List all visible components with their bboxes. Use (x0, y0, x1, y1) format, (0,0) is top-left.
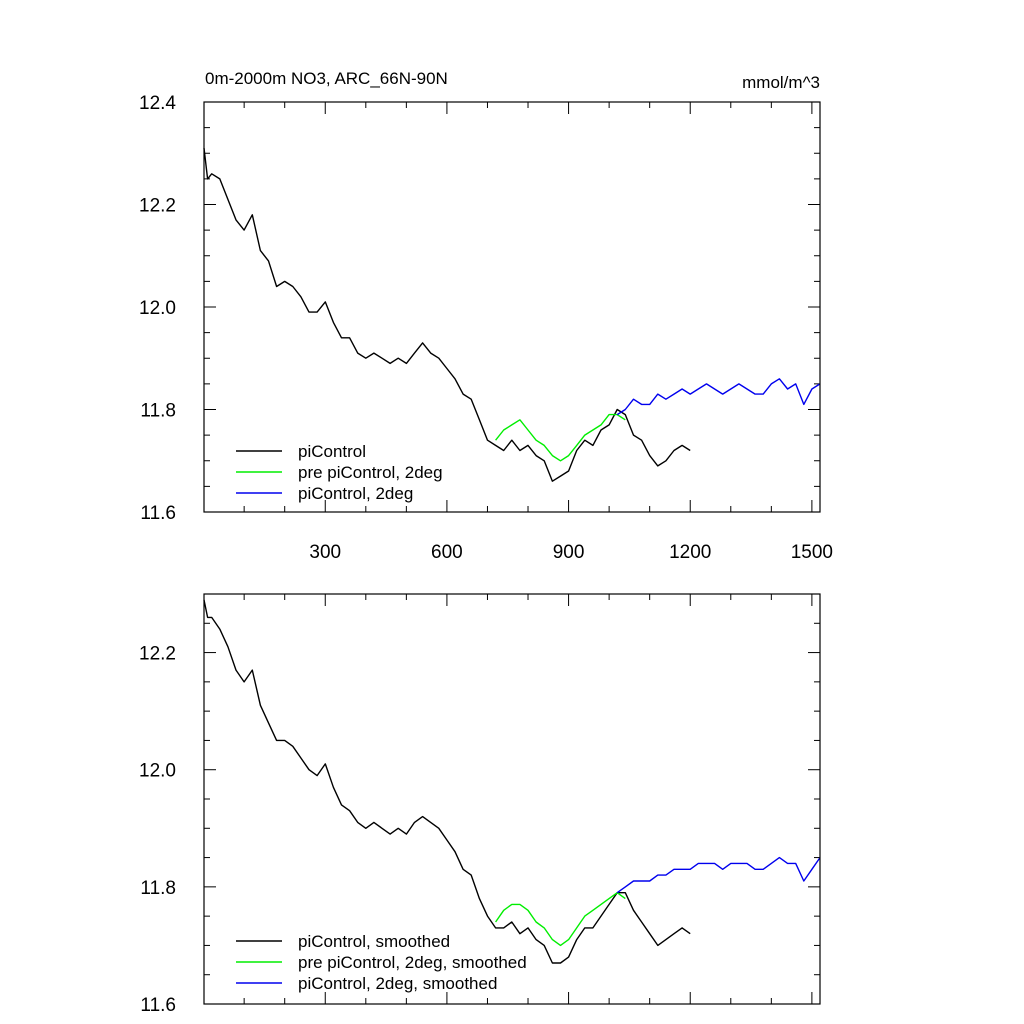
y-tick-label: 12.2 (139, 196, 176, 217)
y-axis-labels: 11.6 11.8 12.0 12.2 (139, 644, 176, 1016)
y-tick-label: 11.6 (140, 503, 176, 524)
legend-label: piControl, 2deg, smoothed (298, 974, 497, 993)
series-line (616, 378, 821, 416)
chart-title: 0m-2000m NO3, ARC_66N-90N (205, 69, 448, 88)
x-axis-labels: 300 600 900 1200 1500 (309, 542, 833, 563)
x-tick-label: 900 (553, 542, 585, 563)
y-tick-label: 12.4 (139, 93, 176, 114)
y-tick-label: 12.0 (139, 298, 176, 319)
legend-label: piControl (298, 442, 366, 461)
legend-label: piControl, 2deg (298, 484, 413, 503)
legend: piControl, smoothed pre piControl, 2deg, … (236, 932, 527, 993)
legend-label: pre piControl, 2deg (298, 463, 443, 482)
top-panel: 0m-2000m NO3, ARC_66N-90N mmol/m^3 11.61… (139, 69, 833, 563)
bottom-panel: 11.6 11.8 12.0 12.2 piControl, smoothed pre … (139, 593, 821, 1016)
y-tick-label: 11.8 (140, 401, 176, 422)
x-tick-label: 300 (309, 542, 341, 563)
x-tick-label: 1500 (791, 542, 833, 563)
series-line (203, 148, 691, 482)
plot-frame (203, 593, 821, 1005)
series-lines (203, 599, 821, 964)
y-tick-label: 11.6 (140, 995, 176, 1016)
y-tick-label: 12.2 (139, 644, 176, 665)
x-tick-label: 600 (431, 542, 463, 563)
legend: piControl pre piControl, 2deg piControl, 2… (236, 442, 443, 503)
axis-ticks (204, 593, 820, 1005)
y-axis-labels: 11.6 11.8 12.0 12.2 12.4 (139, 93, 176, 524)
series-line (616, 856, 821, 894)
legend-label: piControl, smoothed (298, 932, 450, 951)
series-line (203, 599, 691, 964)
legend-label: pre piControl, 2deg, smoothed (298, 953, 527, 972)
y-tick-label: 11.8 (140, 878, 176, 899)
units-label: mmol/m^3 (742, 73, 820, 92)
x-tick-label: 1200 (669, 542, 711, 563)
series-line (495, 892, 626, 947)
axis-ticks (204, 101, 820, 513)
y-tick-label: 12.0 (139, 761, 176, 782)
plot-frame (203, 101, 821, 513)
series-line (495, 413, 626, 462)
series-lines (203, 148, 821, 482)
